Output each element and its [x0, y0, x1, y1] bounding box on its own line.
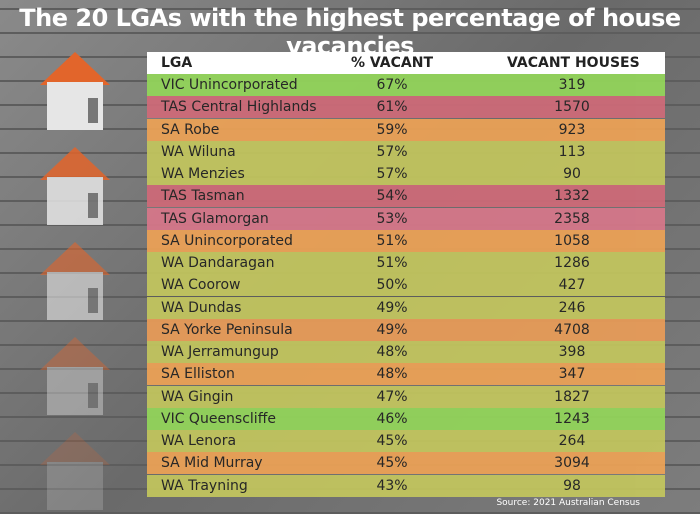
- cell: WA Dandaragan: [161, 255, 275, 272]
- cell: 67%: [376, 77, 408, 93]
- cell: 398: [558, 344, 586, 361]
- cell: 51%: [376, 255, 408, 272]
- cell: 43%: [376, 477, 408, 494]
- cell: SA Unincorporated: [161, 232, 293, 249]
- cell: WA Gingin: [161, 388, 234, 405]
- cell: SA Yorke Peninsula: [161, 321, 293, 338]
- cell: 264: [558, 433, 586, 450]
- cell: 61%: [376, 99, 408, 116]
- cell: 1827: [554, 388, 590, 405]
- cell: 49%: [376, 299, 408, 316]
- header-row: LGA % VACANT VACANT HOUSES: [147, 52, 665, 74]
- cell: SA Robe: [161, 121, 220, 138]
- table-row: WA Wiluna 57% 113: [147, 140, 665, 163]
- cell: SA Elliston: [161, 366, 235, 383]
- cell: 4708: [554, 321, 590, 338]
- cell: 57%: [376, 143, 408, 160]
- cell: 45%: [376, 433, 408, 450]
- table-row: WA Jerramungup 48% 398: [147, 341, 665, 364]
- cell: 48%: [376, 366, 408, 383]
- house-icons: [40, 52, 110, 510]
- cell: 347: [558, 366, 586, 383]
- cell: 98: [563, 477, 581, 494]
- table-row: SA Mid Murray 45% 3094: [147, 452, 665, 475]
- table-row: VIC Queenscliffe 46% 1243: [147, 407, 665, 430]
- cell: VIC Queenscliffe: [161, 410, 276, 427]
- table-row: SA Unincorporated 51% 1058: [147, 229, 665, 252]
- cell: TAS Tasman: [161, 188, 245, 205]
- house: [40, 147, 110, 225]
- cell: 59%: [376, 121, 408, 138]
- house: [40, 432, 110, 510]
- cell: 1286: [554, 255, 590, 272]
- table-row: WA Coorow 50% 427: [147, 274, 665, 297]
- cell: 3094: [554, 455, 590, 472]
- cell: 48%: [376, 344, 408, 361]
- header-cell: VACANT HOUSES: [507, 55, 640, 71]
- cell: 1243: [554, 410, 590, 427]
- cell: 50%: [376, 277, 408, 294]
- table-row: WA Menzies 57% 90: [147, 163, 665, 186]
- table-row: SA Elliston 48% 347: [147, 363, 665, 386]
- cell: WA Jerramungup: [161, 344, 279, 361]
- cell: TAS Glamorgan: [161, 210, 269, 227]
- house: [40, 242, 110, 320]
- table-row: SA Yorke Peninsula 49% 4708: [147, 318, 665, 341]
- cell: WA Dundas: [161, 299, 242, 316]
- table-row: WA Trayning 43% 98: [147, 474, 665, 497]
- house: [40, 337, 110, 415]
- cell: WA Menzies: [161, 166, 245, 183]
- cell: VIC Unincorporated: [161, 77, 298, 93]
- table-row: VIC Unincorporated 67% 319: [147, 74, 665, 96]
- cell: WA Wiluna: [161, 143, 236, 160]
- source: Source: 2021 Australian Census: [496, 498, 640, 508]
- cell: 923: [558, 121, 586, 138]
- house: [40, 52, 110, 130]
- cell: 319: [558, 77, 586, 93]
- cell: TAS Central Highlands: [161, 99, 317, 116]
- cell: 53%: [376, 210, 408, 227]
- cell: 90: [563, 166, 581, 183]
- header-cell: LGA: [161, 55, 193, 71]
- cell: WA Trayning: [161, 477, 248, 494]
- cell: 46%: [376, 410, 408, 427]
- table-row: WA Dundas 49% 246: [147, 296, 665, 319]
- cell: 54%: [376, 188, 408, 205]
- table-row: WA Gingin 47% 1827: [147, 385, 665, 408]
- table-row: TAS Tasman 54% 1332: [147, 185, 665, 208]
- cell: 49%: [376, 321, 408, 338]
- cell: 113: [558, 143, 586, 160]
- cell: SA Mid Murray: [161, 455, 263, 472]
- cell: 2358: [554, 210, 590, 227]
- cell: 427: [558, 277, 586, 294]
- header-cell: % VACANT: [351, 55, 433, 71]
- table-row: TAS Central Highlands 61% 1570: [147, 96, 665, 119]
- title: The 20 LGAs with the highest percentage …: [19, 4, 681, 60]
- table-row: SA Robe 59% 923: [147, 118, 665, 141]
- cell: 1058: [554, 232, 590, 249]
- cell: 57%: [376, 166, 408, 183]
- cell: WA Coorow: [161, 277, 241, 294]
- cell: 1332: [554, 188, 590, 205]
- table-row: WA Dandaragan 51% 1286: [147, 252, 665, 275]
- table-row: TAS Glamorgan 53% 2358: [147, 207, 665, 230]
- table-row: WA Lenora 45% 264: [147, 430, 665, 453]
- cell: 246: [558, 299, 586, 316]
- cell: 1570: [554, 99, 590, 116]
- cell: 51%: [376, 232, 408, 249]
- cell: 47%: [376, 388, 408, 405]
- cell: 45%: [376, 455, 408, 472]
- cell: WA Lenora: [161, 433, 237, 450]
